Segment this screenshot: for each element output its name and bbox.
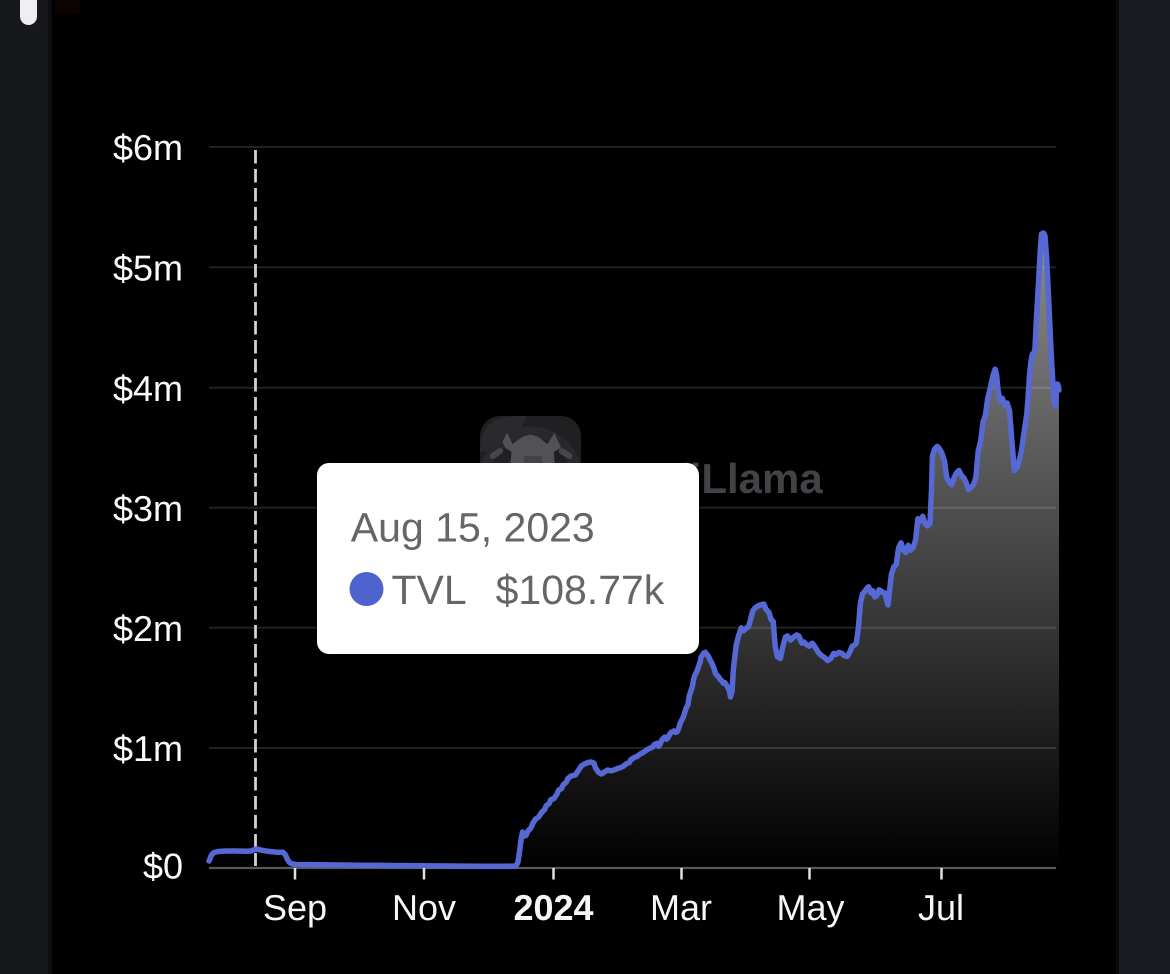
svg-text:Jul: Jul xyxy=(918,887,964,928)
svg-text:$2m: $2m xyxy=(113,608,183,649)
svg-text:$3m: $3m xyxy=(113,488,183,529)
svg-text:$108.77k: $108.77k xyxy=(496,567,665,613)
svg-text:2024: 2024 xyxy=(513,887,593,928)
svg-text:May: May xyxy=(776,887,844,928)
svg-text:Aug 15, 2023: Aug 15, 2023 xyxy=(351,505,595,551)
svg-text:$5m: $5m xyxy=(113,247,183,288)
svg-text:$1m: $1m xyxy=(113,728,183,769)
svg-text:TVL: TVL xyxy=(392,567,467,613)
svg-text:$6m: $6m xyxy=(113,127,183,168)
svg-text:Mar: Mar xyxy=(650,887,712,928)
svg-text:Sep: Sep xyxy=(263,887,327,928)
svg-text:$4m: $4m xyxy=(113,368,183,409)
svg-text:$0: $0 xyxy=(143,846,183,887)
svg-text:Nov: Nov xyxy=(392,887,456,928)
